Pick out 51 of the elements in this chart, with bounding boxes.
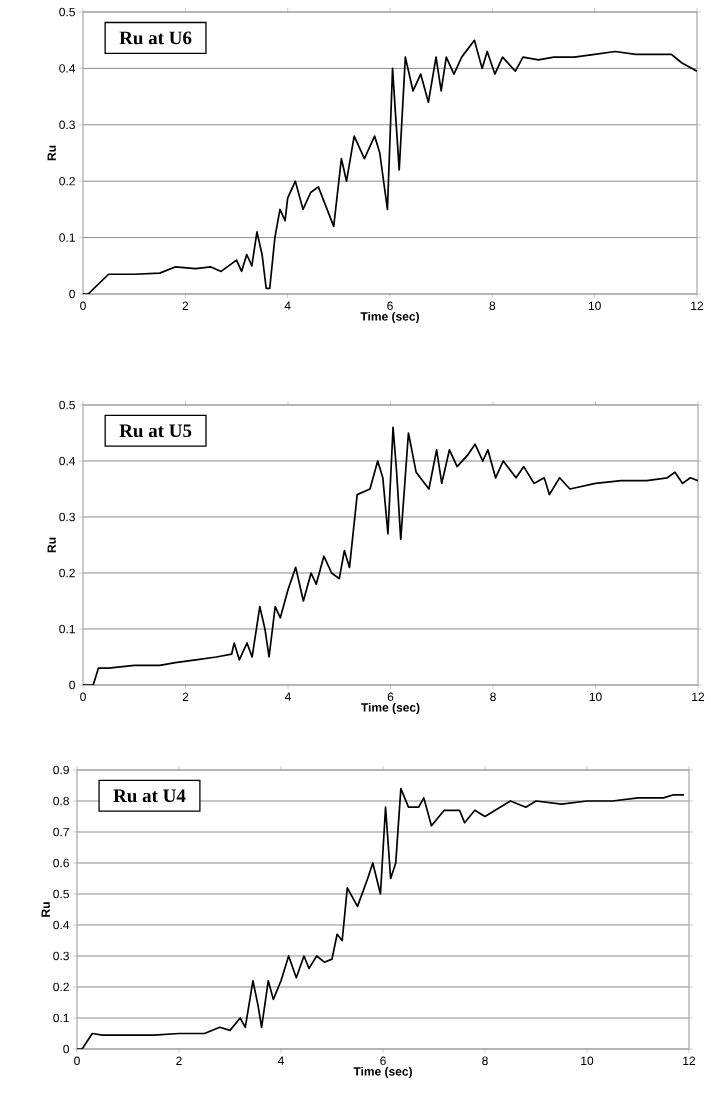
y-tick-label: 0.5 <box>59 400 75 410</box>
y-tick-label: 0.9 <box>53 765 69 775</box>
x-tick-label: 8 <box>490 692 496 702</box>
y-tick-label: 0.7 <box>53 827 69 837</box>
y-tick-label: 0 <box>63 1044 69 1054</box>
y-tick-label: 0.3 <box>53 951 69 961</box>
x-tick-label: 2 <box>176 1056 182 1065</box>
x-tick-label: 12 <box>691 301 704 310</box>
y-tick-label: 0 <box>69 680 75 690</box>
x-axis-title: Time (sec) <box>361 702 420 715</box>
x-tick-label: 10 <box>581 1056 594 1066</box>
y-tick-label: 0.6 <box>53 858 69 868</box>
x-tick-label: 6 <box>380 1056 386 1066</box>
y-tick-label: 0.4 <box>53 920 70 930</box>
y-tick-label: 0.5 <box>53 889 69 899</box>
y-tick-label: 0.5 <box>59 7 75 17</box>
x-tick-label: 4 <box>277 1056 284 1065</box>
y-tick-label: 0.4 <box>59 456 76 466</box>
text: Ru at U5 <box>119 424 192 438</box>
y-tick-label: 0.1 <box>59 233 75 242</box>
y-tick-label: 0 <box>69 289 75 299</box>
x-axis-title: Time (sec) <box>360 311 419 324</box>
x-tick-label: 4 <box>284 692 291 701</box>
y-axis-title: Ru <box>47 145 56 161</box>
y-tick-label: 0.2 <box>59 176 75 186</box>
text: Ru at U6 <box>119 31 192 45</box>
x-tick-label: 0 <box>80 692 86 702</box>
y-tick-label: 0.1 <box>59 624 75 634</box>
y-tick-label: 0.3 <box>59 512 75 522</box>
x-tick-label: 10 <box>589 692 602 702</box>
y-tick-label: 0.1 <box>53 1013 69 1023</box>
x-axis-title: Time (sec) <box>353 1066 412 1079</box>
y-axis-title: Ru <box>41 902 50 917</box>
x-tick-label: 10 <box>588 301 601 311</box>
x-tick-label: 8 <box>482 1056 488 1066</box>
y-tick-label: 0.4 <box>59 64 76 73</box>
y-axis-title: Ru <box>47 537 56 553</box>
x-tick-label: 2 <box>182 692 189 701</box>
x-tick-label: 4 <box>284 301 291 310</box>
y-tick-label: 0.2 <box>59 568 75 578</box>
x-tick-label: 6 <box>387 301 393 311</box>
y-tick-label: 0.3 <box>59 120 75 130</box>
x-tick-label: 12 <box>692 692 705 701</box>
x-tick-label: 8 <box>489 301 496 311</box>
x-tick-label: 2 <box>182 301 189 310</box>
y-tick-label: 0.8 <box>53 796 69 806</box>
x-tick-label: 6 <box>387 692 394 702</box>
x-tick-label: 0 <box>80 301 86 311</box>
y-tick-label: 0.2 <box>53 982 69 992</box>
text: Ru at U4 <box>113 789 186 803</box>
x-tick-label: 12 <box>683 1056 696 1065</box>
